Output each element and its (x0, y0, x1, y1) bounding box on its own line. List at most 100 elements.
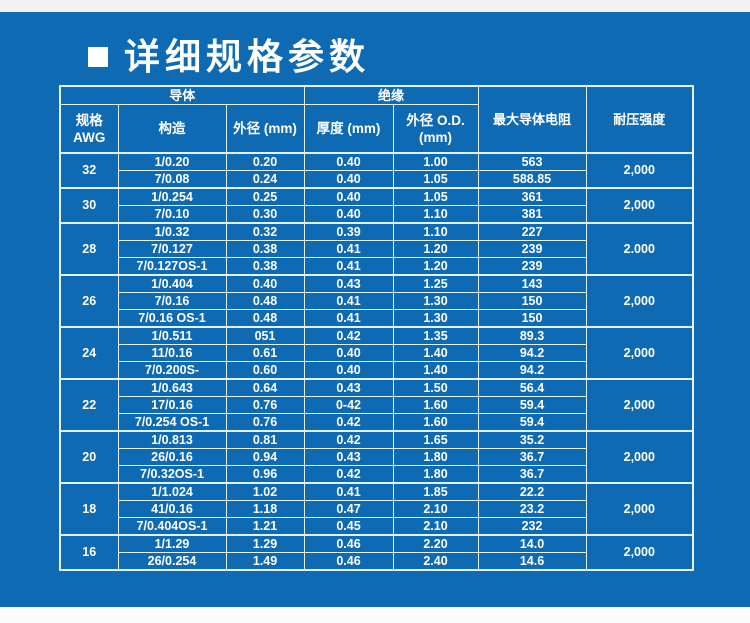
resistance-cell: 381 (477, 205, 587, 224)
construction-cell: 7/0.08 (117, 170, 227, 189)
voltage-cell: 2,000 (585, 326, 694, 380)
thickness-cell: 0.47 (303, 500, 394, 518)
construction-cell: 7/0.254 OS-1 (117, 413, 227, 432)
thickness-cell: 0.43 (303, 448, 394, 466)
conductor-od-cell: 0.76 (225, 396, 305, 414)
conductor-od-cell: 0.32 (225, 222, 305, 241)
insulation-od-cell: 1.60 (392, 396, 479, 414)
resistance-cell: 59.4 (477, 396, 587, 414)
insulation-od-cell: 2.10 (392, 517, 479, 536)
conductor-od-cell: 0.94 (225, 448, 305, 466)
construction-cell: 7/0.404OS-1 (117, 517, 227, 536)
resistance-cell: 14.6 (477, 552, 587, 571)
thickness-cell: 0.43 (303, 274, 394, 293)
thickness-cell: 0.41 (303, 257, 394, 276)
conductor-od-cell: 0.60 (225, 361, 305, 380)
insulation-od-cell: 1.25 (392, 274, 479, 293)
resistance-cell: 361 (477, 187, 587, 206)
conductor-od-cell: 0.81 (225, 430, 305, 449)
table-row: 26/0.16 0.94 0.43 1.80 36.7 (60, 448, 693, 466)
insulation-od-cell: 1.20 (392, 257, 479, 276)
table-row: 7/0.200S- 0.60 0.40 1.40 94.2 (60, 361, 693, 380)
awg-cell: 32 (59, 152, 119, 189)
resistance-cell: 94.2 (477, 361, 587, 380)
insulation-od-cell: 1.35 (392, 326, 479, 345)
spec-awg-header-line2: AWG (73, 129, 106, 145)
table-row: 24 1/0.511 051 0.42 1.35 89.3 2,000 (59, 326, 694, 380)
resistance-cell: 143 (477, 274, 587, 293)
construction-cell: 1/0.643 (117, 378, 227, 397)
construction-cell: 1/0.32 (117, 222, 227, 241)
construction-cell: 7/0.127 (117, 240, 227, 258)
table-row: 28 1/0.32 0.32 0.39 1.10 227 2.000 (59, 222, 694, 276)
spec-awg-header-line1: 规格 (75, 112, 103, 128)
thickness-cell: 0.46 (303, 552, 394, 571)
insulation-od-cell: 1.60 (392, 413, 479, 432)
table-row: 30 1/0.254 0.25 0.40 1.05 361 2,000 (59, 187, 694, 224)
construction-cell: 7/0.16 (117, 292, 227, 310)
top-white-strip (0, 0, 750, 12)
construction-cell: 7/0.16 OS-1 (117, 309, 227, 328)
conductor-od-cell: 0.20 (225, 152, 305, 171)
table-header-columns-row: 规格 AWG 构造 外径 (mm) 厚度 (mm) 外径 O.D. (mm) (59, 104, 693, 154)
thickness-cell: 0.42 (303, 326, 394, 345)
awg-cell: 16 (59, 534, 119, 571)
voltage-cell: 2,000 (585, 274, 694, 328)
conductor-od-cell: 0.25 (225, 187, 305, 206)
voltage-cell: 2,000 (585, 430, 694, 484)
conductor-od-cell: 0.48 (225, 292, 305, 310)
conductor-od-cell: 0.38 (225, 240, 305, 258)
thickness-cell: 0.40 (303, 170, 394, 189)
thickness-cell: 0.40 (303, 187, 394, 206)
voltage-cell: 2,000 (585, 534, 694, 571)
table-row: 7/0.127OS-1 0.38 0.41 1.20 239 (60, 257, 693, 276)
resistance-cell: 36.7 (477, 448, 587, 466)
conductor-od-cell: 0.48 (225, 309, 305, 328)
resistance-cell: 56.4 (477, 378, 587, 397)
construction-cell: 11/0.16 (117, 344, 227, 362)
conductor-od-cell: 051 (225, 326, 305, 345)
insulation-od-cell: 1.80 (392, 448, 479, 466)
resistance-cell: 89.3 (477, 326, 587, 345)
table-row: 18 1/1.024 1.02 0.41 1.85 22.2 2,000 (59, 482, 694, 536)
construction-cell: 1/0.254 (117, 187, 227, 206)
table-row: 7/0.32OS-1 0.96 0.42 1.80 36.7 (60, 465, 693, 484)
spec-awg-header: 规格 AWG (59, 104, 119, 154)
resistance-cell: 239 (477, 257, 587, 276)
conductor-group-header: 导体 (59, 85, 305, 105)
thickness-cell: 0.40 (303, 344, 394, 362)
conductor-od-cell: 0.24 (225, 170, 305, 189)
construction-cell: 1/0.511 (117, 326, 227, 345)
construction-cell: 1/1.29 (117, 534, 227, 553)
awg-cell: 22 (59, 378, 119, 432)
table-row: 22 1/0.643 0.64 0.43 1.50 56.4 2,000 (59, 378, 694, 432)
thickness-cell: 0.41 (303, 482, 394, 501)
table-row: 11/0.16 0.61 0.40 1.40 94.2 (60, 344, 693, 362)
page-title: 详细规格参数 (124, 36, 371, 77)
insulation-od-cell: 1.40 (392, 344, 479, 362)
conductor-od-cell: 0.96 (225, 465, 305, 484)
insulation-od-cell: 2.10 (392, 500, 479, 518)
insulation-od-cell: 1.50 (392, 378, 479, 397)
insulation-od-header-line2: (mm) (419, 129, 452, 145)
table-row: 26/0.254 1.49 0.46 2.40 14.6 (60, 552, 693, 571)
resistance-cell: 59.4 (477, 413, 587, 432)
construction-cell: 7/0.10 (117, 205, 227, 224)
construction-cell: 1/0.813 (117, 430, 227, 449)
conductor-od-cell: 0.76 (225, 413, 305, 432)
table-row: 41/0.16 1.18 0.47 2.10 23.2 (60, 500, 693, 518)
table-row: 26 1/0.404 0.40 0.43 1.25 143 2,000 (59, 274, 694, 328)
table-row: 32 1/0.20 0.20 0.40 1.00 563 2,000 (59, 152, 694, 189)
voltage-cell: 2,000 (585, 187, 694, 224)
insulation-od-cell: 1.10 (392, 222, 479, 241)
thickness-cell: 0.41 (303, 292, 394, 310)
conductor-od-cell: 0.30 (225, 205, 305, 224)
resistance-cell: 23.2 (477, 500, 587, 518)
thickness-cell: 0.40 (303, 205, 394, 224)
awg-cell: 18 (59, 482, 119, 536)
insulation-od-cell: 1.85 (392, 482, 479, 501)
resistance-cell: 227 (477, 222, 587, 241)
resistance-cell: 150 (477, 309, 587, 328)
thickness-cell: 0.41 (303, 240, 394, 258)
thickness-cell: 0.42 (303, 465, 394, 484)
